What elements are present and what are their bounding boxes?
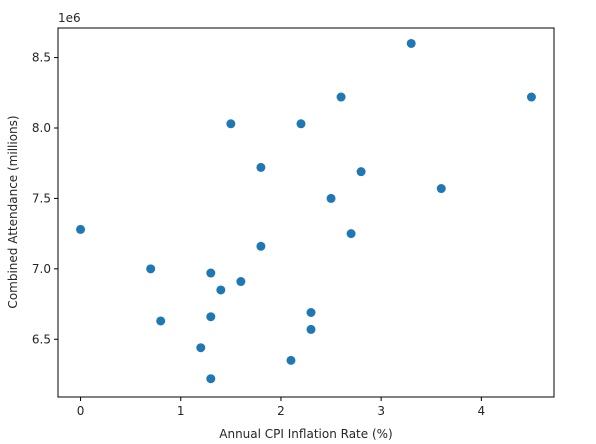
data-point: [76, 224, 86, 234]
data-point: [286, 355, 296, 365]
y-axis-label: Combined Attendance (millions): [6, 115, 20, 308]
data-point: [196, 343, 206, 353]
data-point: [406, 38, 416, 48]
data-point: [216, 285, 226, 295]
y-tick-label: 8.5: [32, 51, 51, 65]
y-tick-label: 7.0: [32, 262, 51, 276]
x-tick-label: 4: [478, 404, 486, 418]
x-tick-label: 2: [277, 404, 285, 418]
data-point: [206, 374, 216, 384]
data-point: [206, 268, 216, 278]
y-axis-offset-text: 1e6: [58, 11, 81, 25]
x-tick-label: 1: [177, 404, 185, 418]
data-points: [76, 38, 536, 384]
axes-frame: [57, 27, 555, 398]
data-point: [156, 316, 166, 326]
data-point: [326, 193, 336, 203]
x-axis-ticks: 0 1 2 3 4: [77, 397, 485, 418]
x-axis-label: Annual CPI Inflation Rate (%): [219, 427, 392, 441]
data-point: [306, 324, 316, 334]
data-point: [206, 312, 216, 322]
data-point: [146, 264, 156, 274]
data-point: [226, 119, 236, 129]
y-tick-label: 6.5: [32, 332, 51, 346]
y-tick-label: 8.0: [32, 121, 51, 135]
data-point: [256, 241, 266, 251]
x-tick-label: 3: [377, 404, 385, 418]
data-point: [336, 92, 346, 102]
data-point: [436, 184, 446, 194]
data-point: [296, 119, 306, 129]
data-point: [256, 162, 266, 172]
data-point: [526, 92, 536, 102]
data-point: [306, 308, 316, 317]
y-axis-ticks: 6.5 7.0 7.5 8.0 8.5: [32, 51, 58, 346]
data-point: [236, 277, 246, 287]
y-tick-label: 7.5: [32, 191, 51, 205]
data-point: [356, 167, 366, 177]
data-point: [346, 229, 356, 239]
x-tick-label: 0: [77, 404, 85, 418]
